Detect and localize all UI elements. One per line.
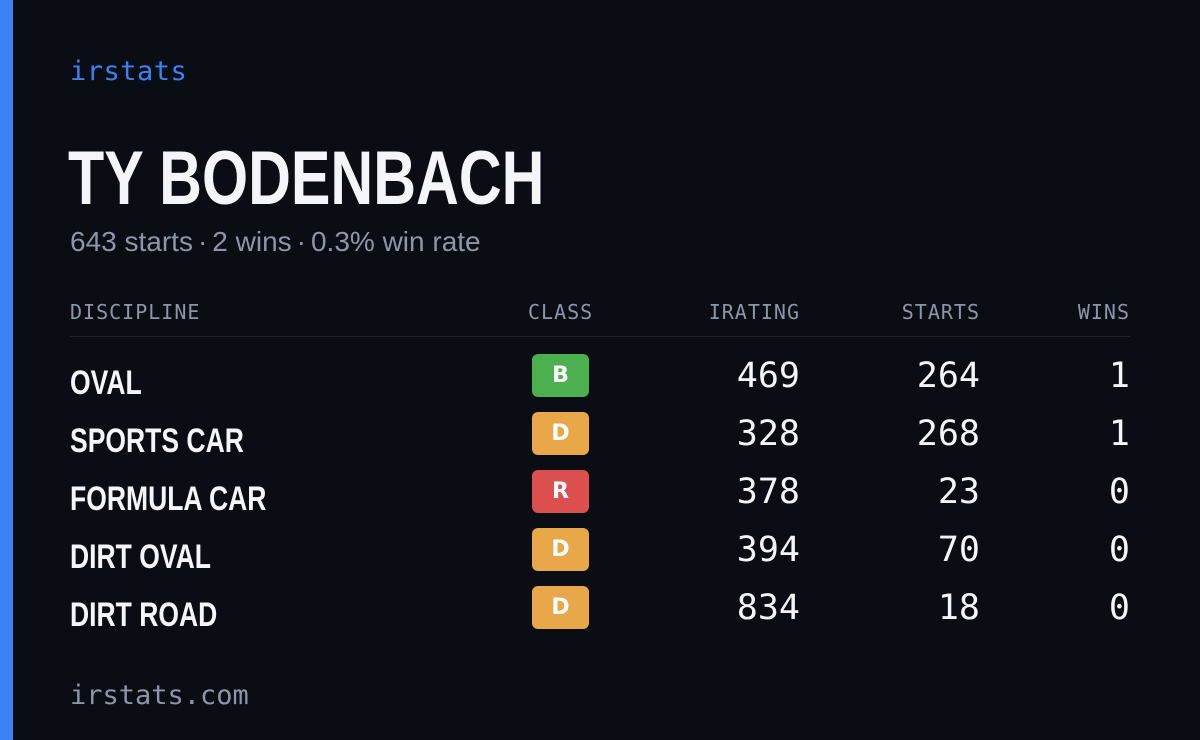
irating-value: 394 xyxy=(736,530,800,570)
class-badge: D xyxy=(532,528,589,571)
table-row: DIRT OVAL D 394 70 0 xyxy=(0,528,1200,586)
class-badge: R xyxy=(532,470,589,513)
class-badge: B xyxy=(532,354,589,397)
table-row: FORMULA CAR R 378 23 0 xyxy=(0,470,1200,528)
discipline-name: SPORTS CAR xyxy=(70,422,244,460)
discipline-name: FORMULA CAR xyxy=(70,480,267,518)
class-badge: D xyxy=(532,586,589,629)
header-starts: STARTS xyxy=(901,300,980,324)
starts-value: 18 xyxy=(937,588,980,628)
starts-value: 268 xyxy=(916,414,980,454)
summary-separator: · xyxy=(296,226,306,257)
driver-name: TY BODENBACH xyxy=(68,136,545,221)
wins-value: 0 xyxy=(1108,588,1130,628)
header-irating: IRATING xyxy=(708,300,800,324)
discipline-name: DIRT OVAL xyxy=(70,538,211,576)
irating-value: 469 xyxy=(736,356,800,396)
driver-summary: 643 starts · 2 wins · 0.3% win rate xyxy=(70,226,481,258)
discipline-name: DIRT ROAD xyxy=(70,596,218,634)
brand-logo: irstats xyxy=(70,56,188,87)
discipline-name: OVAL xyxy=(70,364,142,402)
accent-bar xyxy=(0,0,13,740)
header-class: CLASS xyxy=(528,300,594,324)
table-row: DIRT ROAD D 834 18 0 xyxy=(0,586,1200,644)
header-wins: WINS xyxy=(1077,300,1130,324)
irating-value: 328 xyxy=(736,414,800,454)
wins-value: 1 xyxy=(1108,414,1130,454)
wins-value: 0 xyxy=(1108,530,1130,570)
irating-value: 834 xyxy=(736,588,800,628)
starts-value: 70 xyxy=(937,530,980,570)
class-badge: D xyxy=(532,412,589,455)
summary-wins: 2 wins xyxy=(212,226,292,257)
summary-win-rate: 0.3% win rate xyxy=(310,226,481,257)
table-row: SPORTS CAR D 328 268 1 xyxy=(0,412,1200,470)
starts-value: 264 xyxy=(916,356,980,396)
wins-value: 0 xyxy=(1108,472,1130,512)
table-row: OVAL B 469 264 1 xyxy=(0,354,1200,412)
header-discipline: DISCIPLINE xyxy=(70,300,201,324)
irating-value: 378 xyxy=(736,472,800,512)
summary-separator: · xyxy=(197,226,208,257)
header-divider xyxy=(70,336,1130,337)
wins-value: 1 xyxy=(1108,356,1130,396)
footer-url[interactable]: irstats.com xyxy=(70,680,249,711)
summary-starts: 643 starts xyxy=(70,226,193,257)
starts-value: 23 xyxy=(937,472,980,512)
